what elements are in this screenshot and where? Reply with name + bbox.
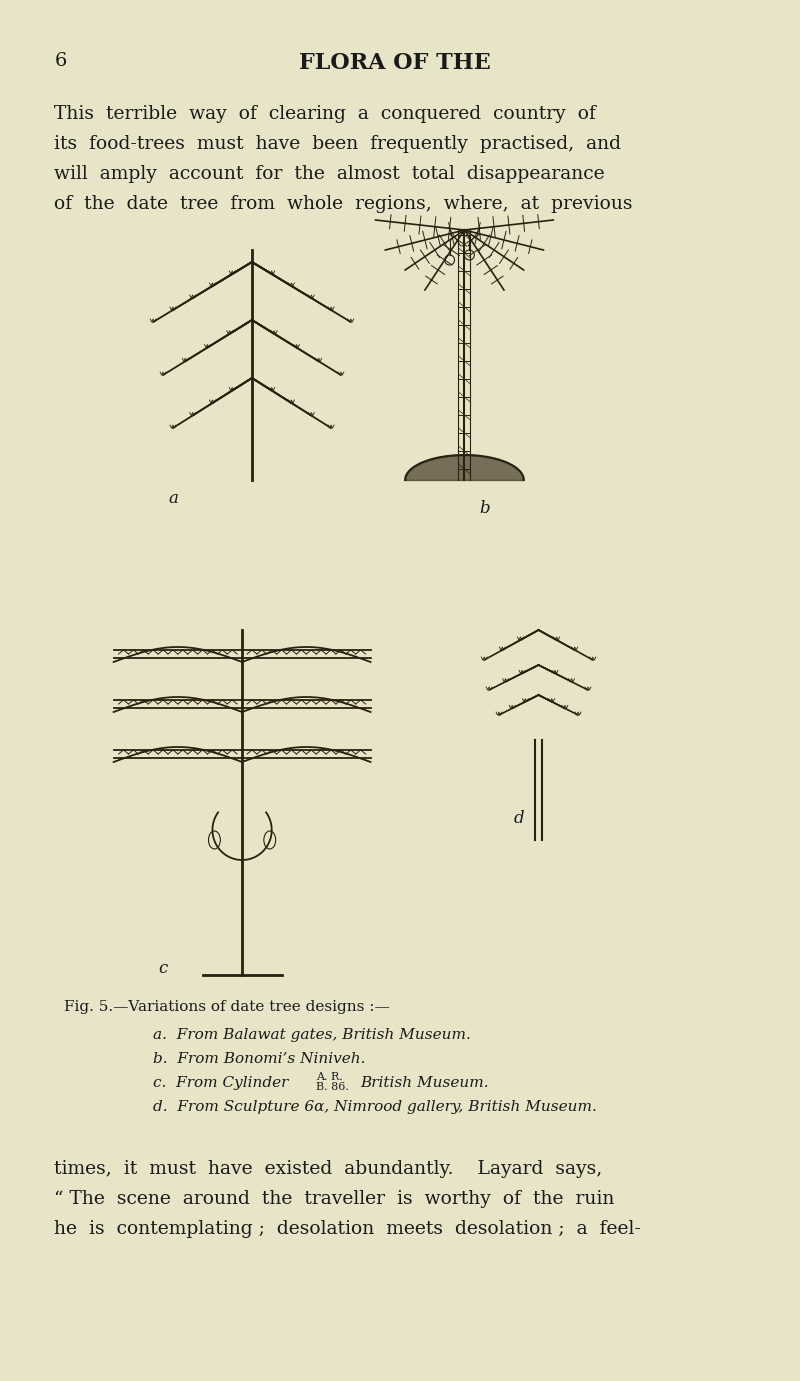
Text: he  is  contemplating ;  desolation  meets  desolation ;  a  feel-: he is contemplating ; desolation meets d… [54,1219,642,1237]
Text: This  terrible  way  of  clearing  a  conquered  country  of: This terrible way of clearing a conquere… [54,105,596,123]
Text: FLORA OF THE: FLORA OF THE [299,52,491,75]
Text: 6: 6 [54,52,66,70]
Text: d: d [514,811,524,827]
Text: will  amply  account  for  the  almost  total  disappearance: will amply account for the almost total … [54,164,605,184]
Text: times,  it  must  have  existed  abundantly.    Layard  says,: times, it must have existed abundantly. … [54,1160,602,1178]
Text: c: c [158,960,168,976]
Text: A. R.: A. R. [316,1072,343,1081]
Text: a: a [168,490,178,507]
Text: c.  From Cylinder: c. From Cylinder [153,1076,289,1090]
Text: Fig. 5.—Variations of date tree designs :—: Fig. 5.—Variations of date tree designs … [64,1000,390,1014]
Text: b.  From Bonomi’s Niniveh.: b. From Bonomi’s Niniveh. [153,1052,366,1066]
Text: of  the  date  tree  from  whole  regions,  where,  at  previous: of the date tree from whole regions, whe… [54,195,633,213]
Text: British Museum.: British Museum. [361,1076,490,1090]
Text: d.  From Sculpture 6α, Nimrood gallery, British Museum.: d. From Sculpture 6α, Nimrood gallery, B… [153,1101,597,1114]
Text: a.  From Balawat gates, British Museum.: a. From Balawat gates, British Museum. [153,1027,471,1043]
Text: its  food-trees  must  have  been  frequently  practised,  and: its food-trees must have been frequently… [54,135,622,153]
Text: B. 86.: B. 86. [316,1081,349,1092]
Text: “ The  scene  around  the  traveller  is  worthy  of  the  ruin: “ The scene around the traveller is wort… [54,1190,614,1208]
Text: b: b [479,500,490,516]
